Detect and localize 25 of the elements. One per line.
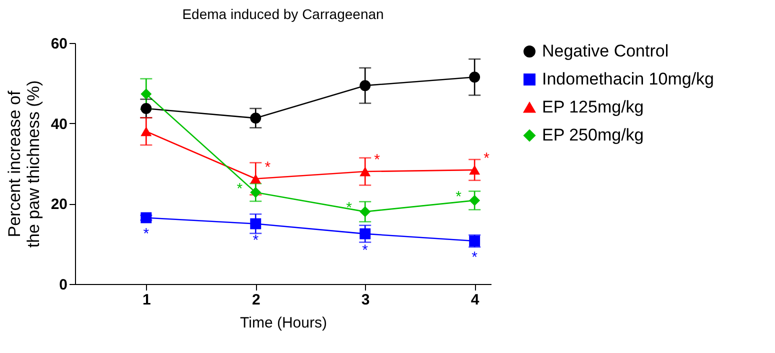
annotation: * [456,188,462,206]
legend-label: Indomethacin 10mg/kg [542,70,714,88]
annotation: * [484,150,490,167]
legend-label: EP 125mg/kg [542,98,644,116]
x-tick-label: 2 [252,292,260,308]
x-tick-label: 1 [142,292,151,308]
y-tick-label: 20 [50,196,68,214]
annotation: * [264,158,271,176]
chart-title: Edema induced by Carrageenan [182,6,384,22]
legend-label: EP 250mg/kg [542,126,644,144]
annotation: * [362,242,368,259]
x-axis-title: Time (Hours) [240,314,327,332]
x-tick-label: 4 [470,292,480,308]
x-tick-label: 3 [361,292,370,308]
y-tick-label: 40 [50,116,68,133]
annotation: * [236,180,243,198]
annotation: * [374,152,380,169]
annotation: * [346,200,352,217]
y-axis-title: Percent increase of the paw thichness (%) [4,80,43,248]
legend-label: Negative Control [542,42,669,60]
annotation: * [143,226,150,243]
y-tick-label: 0 [59,276,68,294]
annotation: * [472,249,478,266]
y-tick-label: 60 [50,36,68,52]
annotation: * [252,232,259,249]
